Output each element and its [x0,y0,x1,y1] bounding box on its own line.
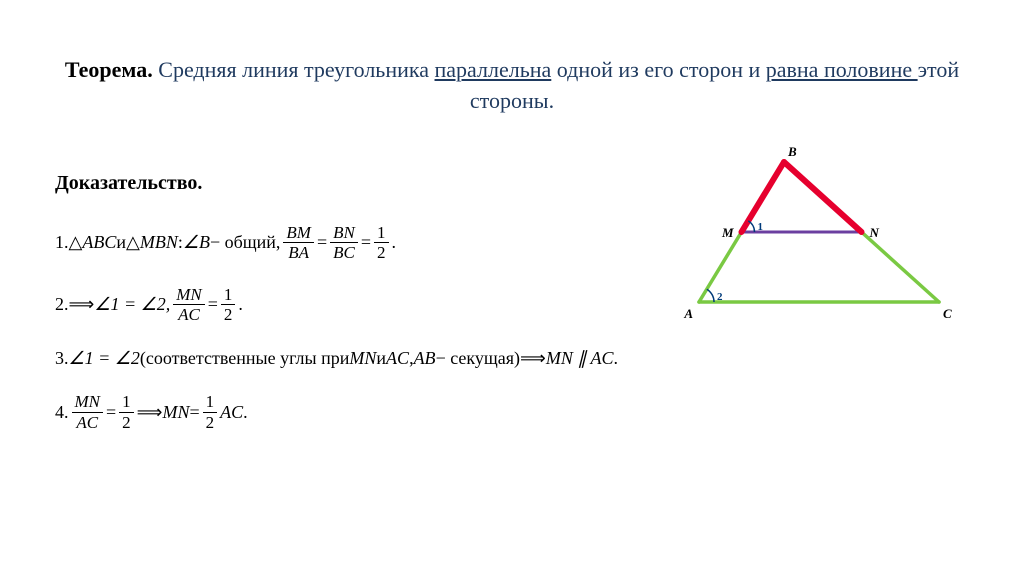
step1-num: 1. [55,231,69,254]
step2-angles: ∠1 = ∠2, [94,293,170,316]
step3-num: 3. [55,347,69,370]
den: BA [285,243,312,263]
svg-text:N: N [869,225,880,240]
svg-text:2: 2 [717,291,723,303]
theorem-label: Теорема. [65,57,153,82]
theorem-u1: параллельна [435,57,552,82]
eq: = [106,401,116,424]
step1-tri1: △ [69,231,83,254]
num: 1 [374,223,389,244]
triangle-diagram: B A C M N 1 2 [679,142,959,332]
den: 2 [203,413,218,433]
step3-sec: − секущая) [436,347,520,370]
frac-bn-bc: BNBC [330,223,358,263]
step4-num: 4. [55,401,69,424]
theorem-text1: Средняя линия треугольника [158,57,434,82]
theorem-u2: равна половине [766,57,918,82]
step1-tri2: △ [126,231,140,254]
step3-arrow: ⟹ [520,347,546,370]
theorem-statement: Теорема. Средняя линия треугольника пара… [55,55,969,117]
svg-text:A: A [683,306,693,321]
proof-step-4: 4. MNAC = 12 ⟹ MN = 12 AC . [55,392,969,432]
theorem-text2: одной из его сторон и [551,57,765,82]
step3-angles: ∠1 = ∠2 [69,347,140,370]
num: MN [173,285,205,306]
step1-abc: ABC [82,231,116,254]
dot: . [392,231,397,254]
den: AC [73,413,101,433]
eq: = [361,231,371,254]
frac-1-2: 12 [221,285,236,325]
step3-mn: MN [349,347,376,370]
num: BN [330,223,358,244]
step1-and: и [116,231,126,254]
step1-angleB: ∠B [183,231,210,254]
svg-text:C: C [943,306,952,321]
step1-mbn: MBN [140,231,178,254]
step2-num: 2. [55,293,69,316]
step3-ab: AB [414,347,436,370]
den: 2 [221,305,236,325]
frac-bm-ba: BMBA [283,223,314,263]
eq: = [317,231,327,254]
den: BC [330,243,358,263]
frac-1-2: 12 [203,392,218,432]
frac-1-2: 12 [119,392,134,432]
eq: = [189,401,199,424]
proof-step-2: 2. ⟹ ∠1 = ∠2, MNAC = 12 . [55,285,679,325]
den: 2 [119,413,134,433]
proof-step-3: 3. ∠1 = ∠2 (соответственные углы при MN … [55,347,969,370]
step4-arrow: ⟹ [137,401,163,424]
step1-common: − общий, [210,231,280,254]
num: 1 [119,392,134,413]
step3-paren: (соответственные углы при [140,347,349,370]
dot: . [238,293,243,316]
frac-mn-ac: MNAC [173,285,205,325]
svg-text:M: M [721,225,734,240]
dot: . [243,401,248,424]
eq: = [208,293,218,316]
svg-text:B: B [787,144,797,159]
proof-step-1: 1. △ ABC и △ MBN : ∠B − общий, BMBA = BN… [55,223,679,263]
frac-mn-ac: MNAC [72,392,104,432]
step3-par: MN ∥ AC [546,347,614,370]
num: 1 [203,392,218,413]
step2-arrow: ⟹ [69,293,95,316]
step3-ac: AC [386,347,409,370]
step4-mn: MN [162,401,189,424]
frac-1-2: 12 [374,223,389,263]
dot: . [614,347,619,370]
svg-text:1: 1 [758,221,764,233]
den: 2 [374,243,389,263]
num: MN [72,392,104,413]
proof-label: Доказательство. [55,172,679,195]
step3-and: и [376,347,386,370]
num: BM [283,223,314,244]
den: AC [175,305,203,325]
num: 1 [221,285,236,306]
step4-ac: AC [220,401,243,424]
